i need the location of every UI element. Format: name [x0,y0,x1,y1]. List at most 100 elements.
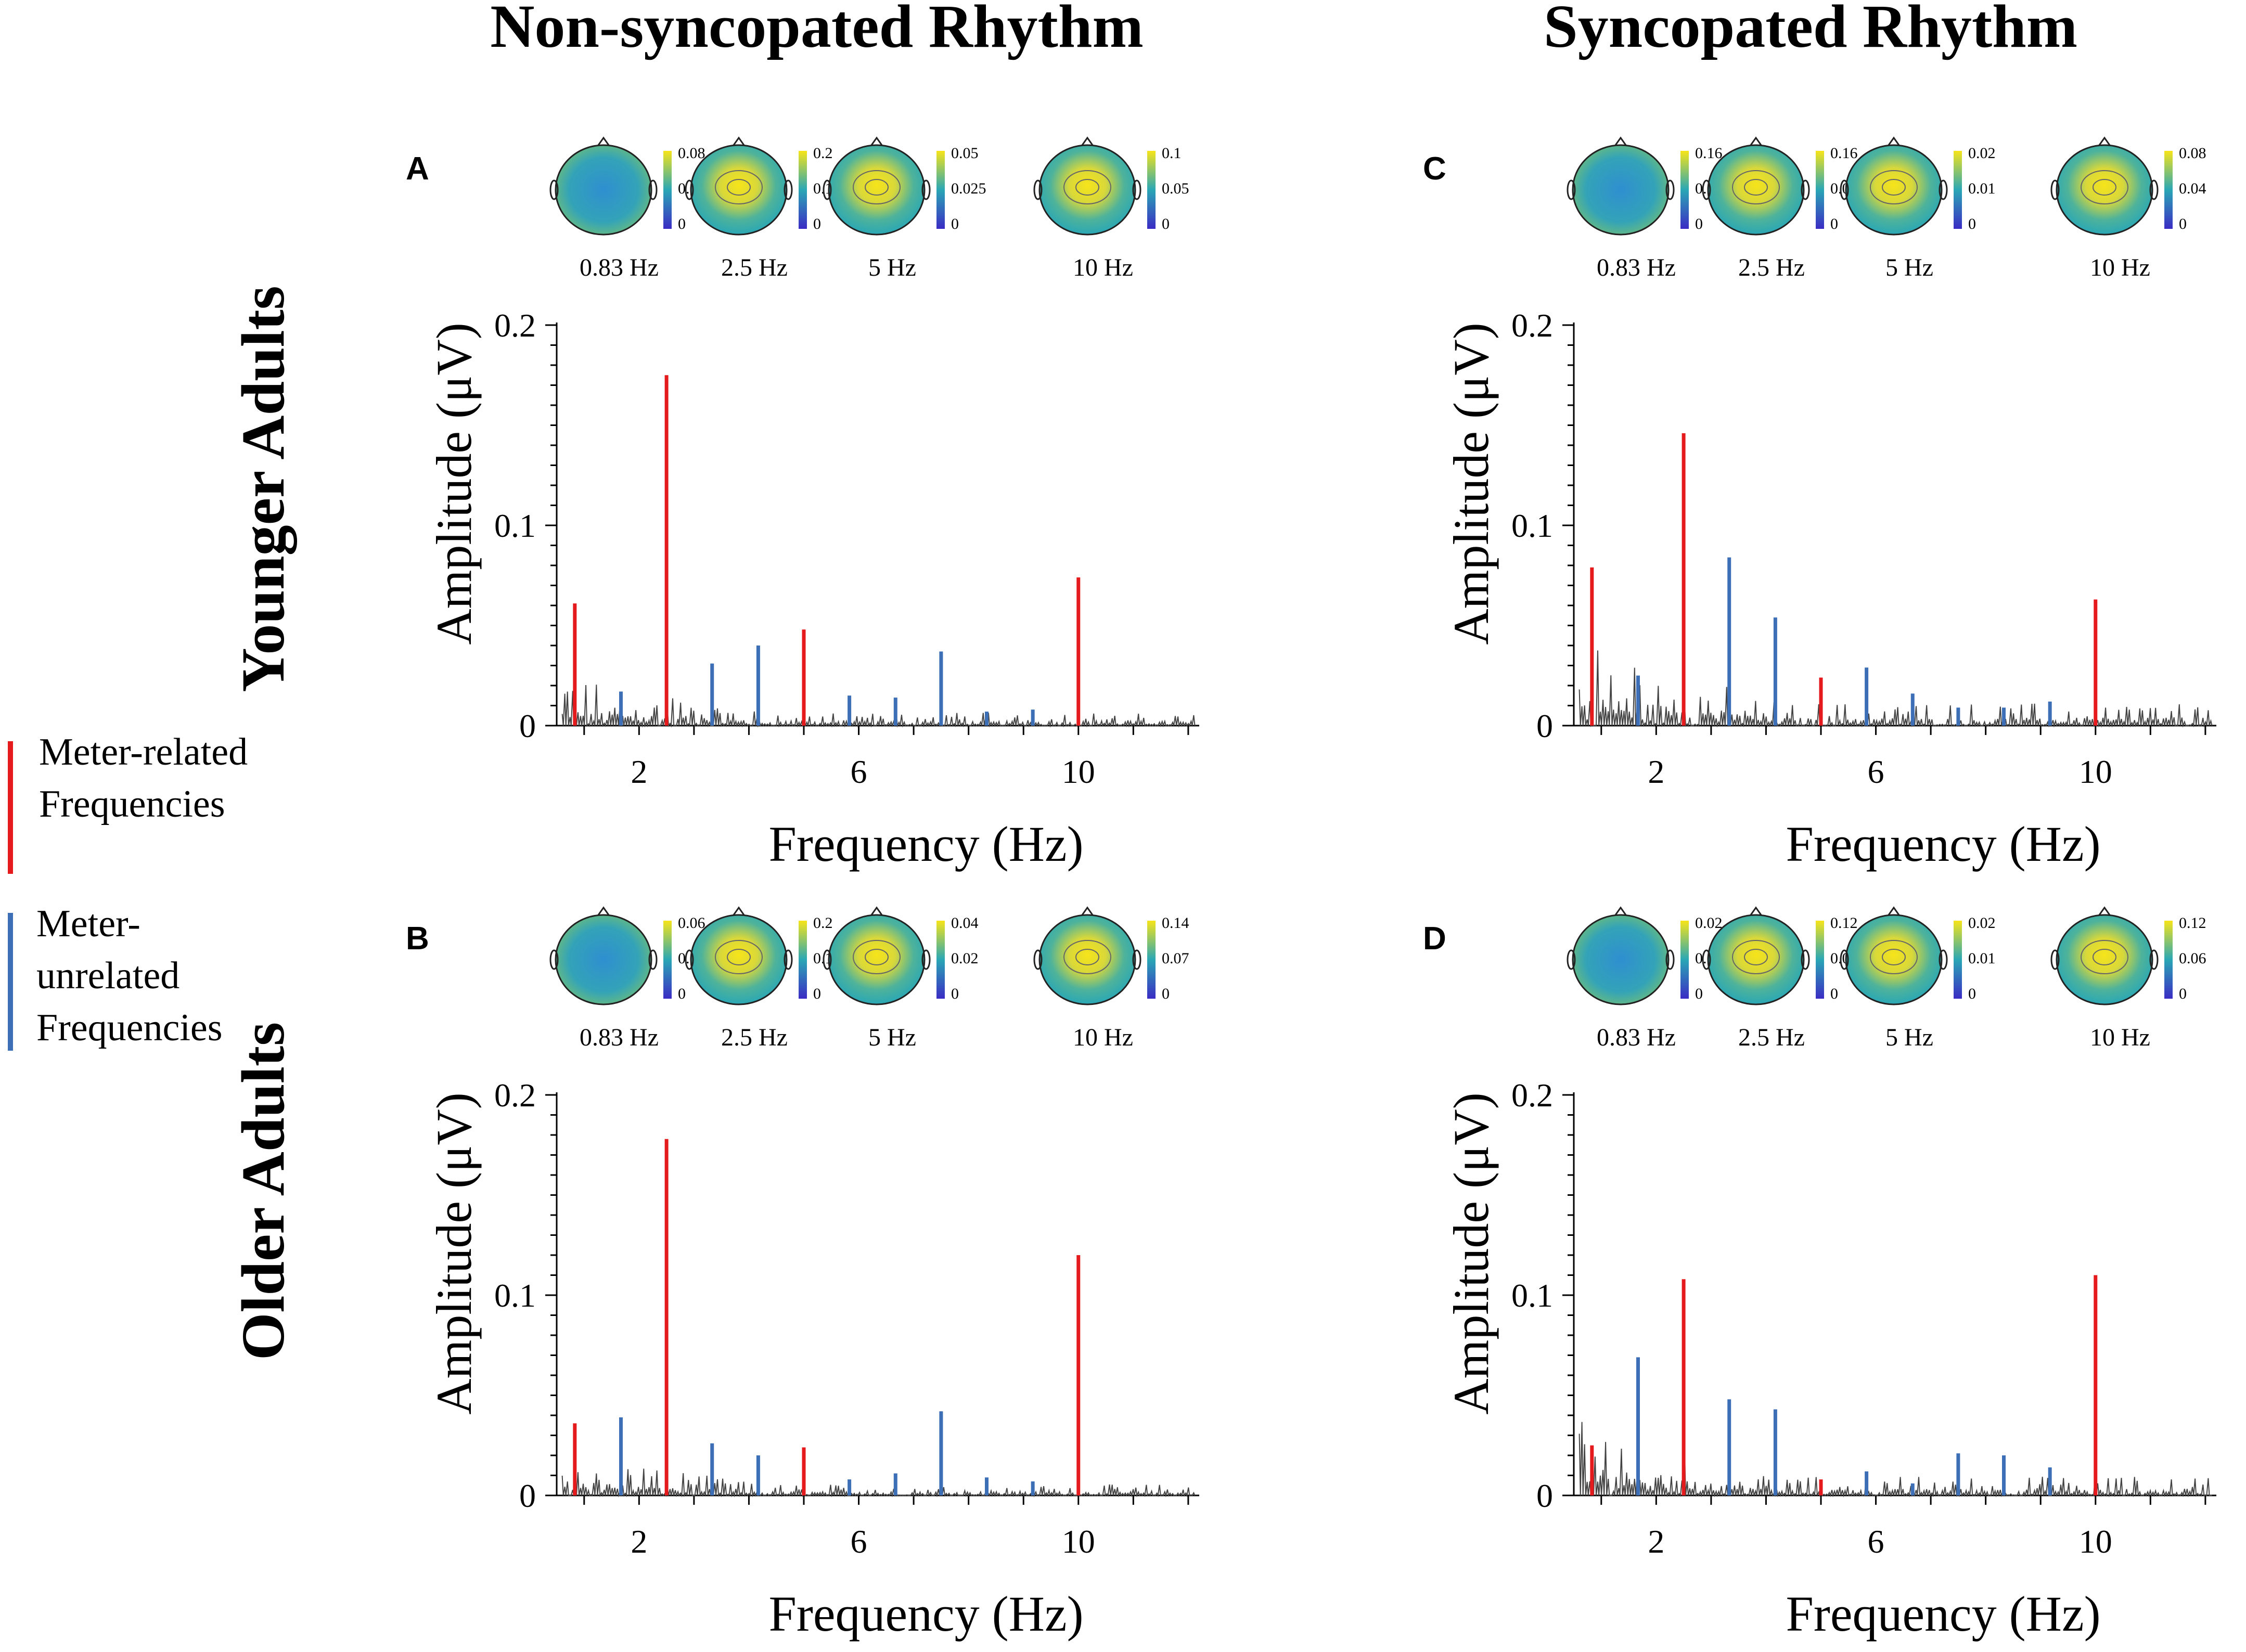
topomap-d-4: 0.12 0.06 0 10 Hz [2050,906,2206,1051]
colorbar-max-label: 0.2 [813,914,833,932]
right-ear-mark [784,949,793,970]
y-axis-title-c: Amplitude (μV) [1443,322,1499,644]
contour-line [715,170,763,204]
right-ear-mark [1665,949,1675,970]
topomap-frequency-label: 5 Hz [1885,1024,1933,1051]
colorbar-mid-label: 0.01 [1968,180,1996,197]
contour-line [1882,949,1906,965]
x-axis-d: 2 6 10 [1574,1494,2216,1560]
topomap-c-3: 0.02 0.01 0 5 Hz [1840,136,1996,281]
right-ear-mark [2149,179,2159,200]
y-tick-label: 0 [1536,1477,1553,1514]
nose-mark [2098,136,2111,146]
contour-line [1732,940,1780,974]
x-tick-label: 2 [631,1523,647,1560]
topomap-frequency-label: 10 Hz [1073,1024,1133,1051]
topomap-frequency-label: 2.5 Hz [721,1024,788,1051]
y-axis-title-d: Amplitude (μV) [1443,1092,1499,1414]
colorbar-max-label: 0.02 [1968,145,1996,162]
topomap-frequency-label: 0.83 Hz [580,254,659,281]
left-ear-mark [823,179,832,200]
legend-meter-related-line1: Meter-related [39,731,248,773]
nose-mark [870,906,883,915]
contour-line [853,170,901,204]
y-axis-title-b: Amplitude (μV) [426,1092,482,1414]
colorbar-min-label: 0 [1968,215,1976,233]
contour-line [2081,940,2128,974]
topomap-frequency-label: 0.83 Hz [580,1024,659,1051]
colorbar-min-label: 0 [951,985,959,1002]
colorbar-max-label: 0.02 [1968,914,1996,932]
left-ear-mark [685,179,694,200]
scalp-map [1572,144,1670,236]
topomap-frequency-label: 2.5 Hz [1738,1024,1805,1051]
legend-meter-related-line2: Frequencies [39,783,225,825]
right-ear-mark [1665,179,1675,200]
colorbar-max-label: 0.16 [1695,145,1723,162]
right-ear-mark [648,179,658,200]
scalp-map [555,914,652,1005]
colorbar-min-label: 0 [1830,985,1838,1002]
legend: Meter-related Frequencies Meter- unrelat… [8,731,248,1051]
contour-line [727,179,751,196]
colorbar-max-label: 0.06 [678,914,705,932]
y-tick-label: 0.1 [494,507,536,544]
scalp-map [1707,914,1805,1005]
right-ear-mark [921,949,931,970]
colorbar-max-label: 0.08 [2179,145,2206,162]
legend-meter-unrelated-line1: Meter- [36,902,140,945]
x-axis-a: 2 6 10 [557,725,1199,790]
left-ear-mark [823,949,832,970]
x-tick-label: 6 [851,1523,867,1560]
x-tick-label: 6 [1868,1523,1884,1560]
x-axis-title-a: Frequency (Hz) [768,816,1083,872]
colorbar-min-label: 0 [1695,985,1703,1002]
x-tick-label: 6 [851,753,867,790]
colorbar [1680,921,1689,999]
contour-line [1063,170,1111,204]
left-ear-mark [1033,179,1043,200]
nose-mark [1081,136,1094,146]
panel-letter-a: A [406,151,429,187]
left-ear-mark [1567,949,1576,970]
noise-spectrum-b [561,1468,1196,1498]
colorbar [799,921,807,999]
topomap-a-4: 0.1 0.05 0 10 Hz [1033,136,1189,281]
right-ear-mark [1132,179,1141,200]
colorbar-max-label: 0.12 [2179,914,2206,932]
colorbar-mid-label: 0.02 [951,950,979,967]
topomap-d-3: 0.02 0.01 0 5 Hz [1840,906,1996,1051]
contour-line [1063,940,1111,974]
left-ear-mark [1702,949,1711,970]
nose-mark [870,136,883,146]
left-ear-mark [549,179,559,200]
colorbar-max-label: 0.08 [678,145,705,162]
column-header-syncopated: Syncopated Rhythm [1544,0,2077,60]
topomap-frequency-label: 5 Hz [868,1024,916,1051]
colorbar-max-label: 0.04 [951,914,979,932]
colorbar-min-label: 0 [813,985,821,1002]
noise-spectrum-a [561,685,1196,728]
x-tick-label: 10 [1062,753,1095,790]
nose-mark [1750,136,1762,146]
colorbar [1147,151,1156,229]
nose-mark [2098,906,2111,915]
left-ear-mark [2050,179,2060,200]
colorbar [936,151,945,229]
colorbar-min-label: 0 [1162,985,1170,1002]
colorbar-mid-label: 0.01 [1968,950,1996,967]
topomap-c-4: 0.08 0.04 0 10 Hz [2050,136,2206,281]
scalp-map [1845,914,1943,1005]
colorbar [936,921,945,999]
topomap-frequency-label: 5 Hz [868,254,916,281]
noise-spectrum-c [1578,650,2213,728]
nose-mark [1888,906,1900,915]
right-ear-mark [1801,949,1810,970]
topomap-a-3: 0.05 0.025 0 5 Hz [823,136,986,281]
colorbar-min-label: 0 [1830,215,1838,233]
topomap-b-4: 0.14 0.07 0 10 Hz [1033,906,1189,1051]
y-axis-a: 0 0.1 0.2 [494,307,558,744]
